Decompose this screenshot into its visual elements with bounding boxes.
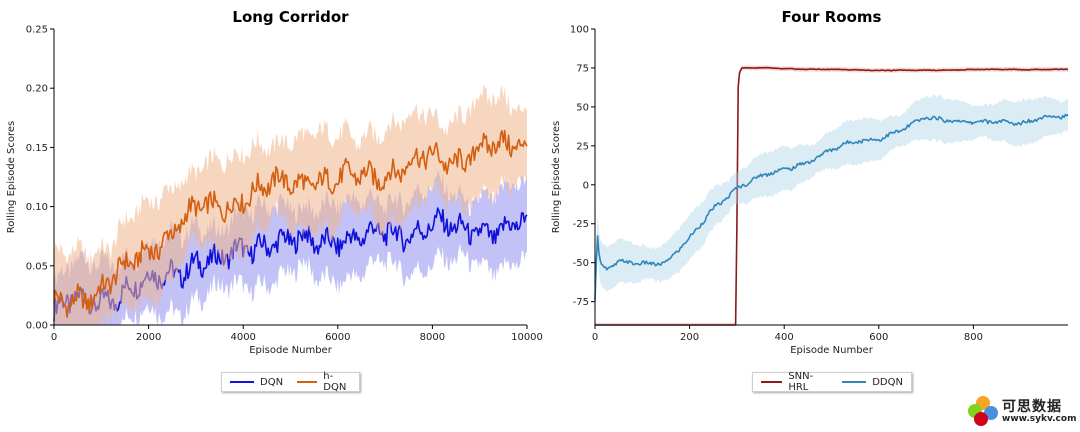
line-long-corridor-h-dqn [53, 129, 528, 318]
x-tick-label-long-corridor: 4000 [230, 332, 255, 343]
x-tick-label-long-corridor: 8000 [420, 332, 445, 343]
x-tick-label-long-corridor: 6000 [325, 332, 350, 343]
y-tick-label-four-rooms: 75 [576, 63, 589, 74]
legend-item-dqn: DQN [230, 377, 283, 388]
y-tick-label-four-rooms: 50 [576, 102, 589, 113]
legend-long-corridor: DQN h-DQN [221, 371, 360, 393]
x-tick-label-four-rooms: 800 [964, 332, 983, 343]
y-tick-label-long-corridor: 0.20 [26, 84, 48, 95]
x-axis-label-four-rooms: Episode Number [790, 345, 874, 356]
legend-label-snn-hrl: SNN-HRL [788, 371, 814, 393]
legend-item-h-dqn: h-DQN [297, 371, 351, 393]
band-four-rooms-ddqn [595, 94, 1068, 322]
legend-item-ddqn: DDQN [842, 377, 903, 388]
y-tick-label-long-corridor: 0.10 [26, 202, 48, 213]
watermark-dot-red [974, 412, 988, 426]
x-tick-label-four-rooms: 0 [592, 332, 598, 343]
watermark-url: www.sykv.com [1002, 414, 1077, 424]
chart-title-long-corridor: Long Corridor [232, 8, 349, 26]
watermark-text: 可思数据 [1002, 399, 1062, 415]
y-tick-label-four-rooms: 25 [576, 141, 589, 152]
legend-swatch-h-dqn [297, 381, 318, 383]
x-tick-label-long-corridor: 2000 [136, 332, 161, 343]
watermark-logo: 可思数据 www.sykv.com [966, 394, 1078, 428]
legend-swatch-snn-hrl [761, 381, 783, 383]
chart-long-corridor: 0 2000 4000 6000 8000 10000 0.00 0.05 0.10 0.15 0.… [6, 8, 543, 356]
x-axis-label-long-corridor: Episode Number [249, 345, 333, 356]
y-tick-label-four-rooms: -50 [573, 258, 589, 269]
y-axis-label-long-corridor: Rolling Episode Scores [6, 121, 17, 234]
y-tick-label-four-rooms: -25 [573, 219, 589, 230]
x-tick-label-four-rooms: 600 [869, 332, 888, 343]
chart-title-four-rooms: Four Rooms [782, 8, 882, 26]
legend-four-rooms: SNN-HRL DDQN [752, 371, 912, 393]
x-tick-label-four-rooms: 400 [775, 332, 794, 343]
y-tick-label-long-corridor: 0.00 [26, 321, 48, 332]
x-tick-label-long-corridor: 0 [51, 332, 57, 343]
x-tick-label-long-corridor: 10000 [511, 332, 543, 343]
legend-item-snn-hrl: SNN-HRL [761, 371, 828, 393]
y-tick-label-long-corridor: 0.05 [26, 261, 48, 272]
chart-four-rooms: 0 200 400 600 800 -75 -50 -25 0 25 50 75 100 Four Roo… [551, 8, 1069, 356]
y-axis-label-four-rooms: Rolling Episode Scores [551, 121, 562, 234]
line-four-rooms-ddqn [594, 113, 1069, 301]
y-tick-label-four-rooms: 0 [583, 180, 589, 191]
y-tick-label-long-corridor: 0.15 [26, 143, 48, 154]
legend-label-h-dqn: h-DQN [323, 371, 347, 393]
legend-swatch-dqn [230, 381, 254, 383]
y-tick-label-four-rooms: -75 [573, 297, 589, 308]
legend-swatch-ddqn [842, 381, 867, 383]
legend-label-dqn: DQN [260, 376, 284, 388]
band-long-corridor-h-dqn [54, 83, 527, 325]
y-tick-label-four-rooms: 100 [570, 25, 589, 36]
legend-label-ddqn: DDQN [872, 376, 903, 388]
x-tick-label-four-rooms: 200 [680, 332, 699, 343]
y-tick-label-long-corridor: 0.25 [26, 25, 48, 36]
